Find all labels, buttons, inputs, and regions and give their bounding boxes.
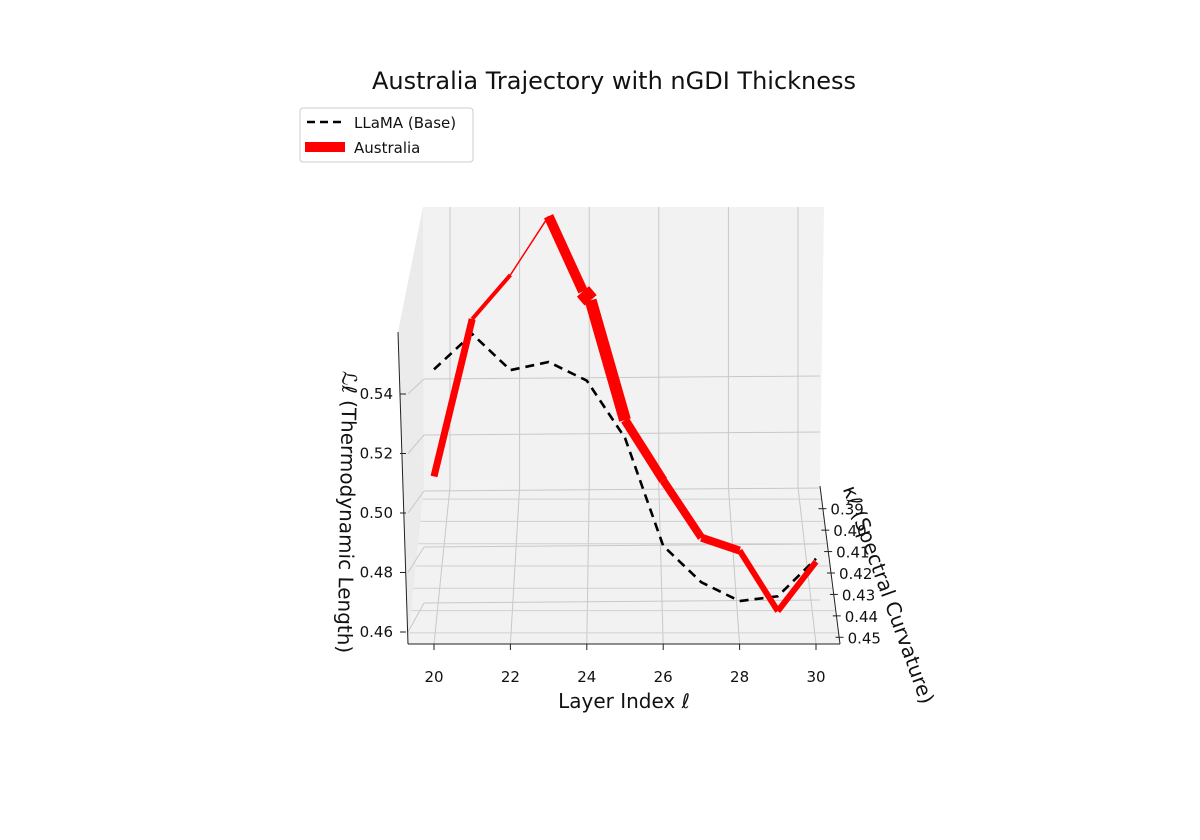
series-llama-base [433,332,817,603]
australia-segment-10 [775,559,819,613]
australia-segment-3 [544,214,588,294]
y-tick-label-3: 0.42 [839,565,872,583]
australia-segment-5 [584,298,631,422]
y-tick-label-6: 0.45 [848,629,881,647]
z-tick-label-1: 0.48 [360,564,393,582]
grid-line-side-1 [407,546,425,573]
australia-segment-8 [700,533,741,555]
grid-line-z-0 [423,599,821,604]
australia-segment-7 [659,478,705,540]
y-tick-label-1: 0.40 [833,522,866,540]
legend-label-llama: LLaMA (Base) [354,114,456,132]
z-tick-label-4: 0.54 [360,385,393,403]
y-tick-label-4: 0.43 [842,586,875,604]
legend: LLaMA (Base) Australia [299,107,474,163]
y-tick-label-5: 0.44 [845,608,878,626]
z-tick-label-2: 0.50 [360,504,393,522]
axes-panes [398,207,840,644]
grid-line-z-1 [423,543,821,548]
legend-label-australia: Australia [354,139,420,157]
grid-lines [407,207,839,645]
y-tick-label-0: 0.39 [830,501,863,519]
x-tick-label-2: 24 [577,668,596,686]
grid-line-side-3 [407,434,425,454]
australia-segment-9 [737,548,781,613]
z-tick-label-3: 0.52 [360,445,393,463]
line-llama-base [433,332,817,603]
x-tick-label-4: 28 [730,668,749,686]
australia-segment-2 [509,215,550,276]
x-tick-label-0: 20 [424,668,443,686]
grid-line-side-2 [407,490,425,514]
x-axis-label: Layer Index ℓ [558,689,690,713]
x-tick-label-1: 22 [501,668,520,686]
chart-title: Australia Trajectory with nGDI Thickness [372,67,856,95]
australia-segment-1 [470,273,512,321]
x-tick-label-3: 26 [654,668,673,686]
axis-lines [397,331,841,645]
z-tick-label-0: 0.46 [360,623,393,641]
grid-line-z-2 [423,487,821,492]
grid-line-z-3 [423,431,821,436]
grid-line-side-0 [407,602,425,633]
floor-pane [408,486,840,644]
grid-line-side-4 [407,378,425,395]
australia-segment-0 [430,318,476,478]
z-axis-label: ℒℓ (Thermodynamic Length) [333,371,362,654]
y-axis-line [819,485,841,645]
series-australia [430,214,819,613]
tick-labels: 20 22 24 26 28 30 0.46 0.48 0.50 0.52 0.54 0.39 0.40… [360,385,881,686]
back-pane [423,207,824,488]
australia-segment-6 [621,417,668,483]
y-tick-label-2: 0.41 [836,544,869,562]
x-tick-label-5: 30 [806,668,825,686]
grid-line-z-4 [423,375,821,380]
z-axis-line [397,331,409,645]
australia-segment-4 [576,286,597,306]
